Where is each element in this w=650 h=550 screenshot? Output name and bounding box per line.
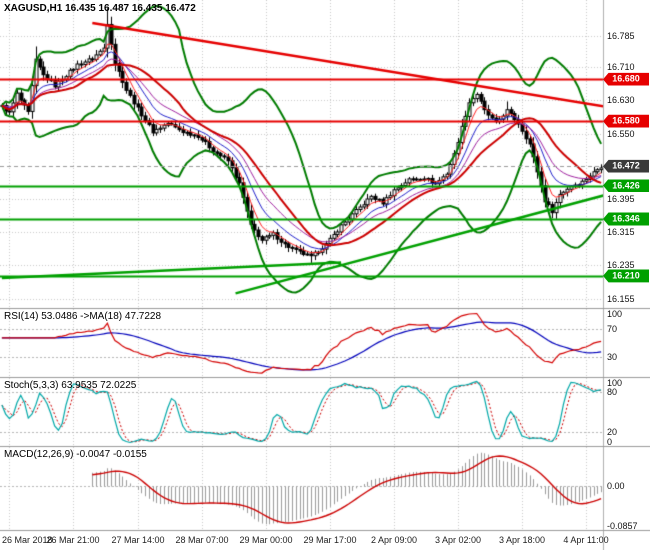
time-axis-label: 4 Apr 11:00	[563, 535, 609, 545]
macd-axis-tick: 0.00	[607, 480, 625, 491]
time-axis-label: 27 Mar 14:00	[111, 535, 165, 545]
stoch-axis-tick: 80	[607, 386, 618, 397]
price-axis-tick: 16.155	[607, 293, 635, 304]
price-axis-tick: 16.235	[607, 260, 635, 271]
time-axis-label: 3 Apr 18:00	[498, 535, 546, 545]
symbol-ohlc-label: XAGUSD,H1 16.435 16.487 16.435 16.472	[4, 3, 196, 14]
price-axis-tick: 16.710	[607, 61, 635, 72]
price-axis-tick: 16.785	[607, 30, 635, 41]
time-axis-label: 26 Mar 21:00	[46, 535, 100, 545]
stoch-indicator-label: Stoch(5,3,3) 63.9535 72.0225	[4, 380, 137, 391]
stoch-axis-tick: 100	[607, 378, 623, 388]
macd-axis-tick: -0.0857	[607, 521, 638, 531]
macd-indicator-label: MACD(12,26,9) -0.0047 -0.0155	[4, 449, 147, 460]
rsi-axis-tick: 100	[607, 309, 623, 319]
rsi-axis-tick: 70	[607, 324, 618, 335]
price-tag-16.580: 16.580	[603, 114, 649, 128]
time-axis-label: 2 Apr 09:00	[370, 535, 418, 545]
price-tag-16.472: 16.472	[603, 159, 649, 173]
time-axis-label: 29 Mar 00:00	[239, 535, 293, 545]
time-axis-label: 3 Apr 02:00	[434, 535, 482, 545]
price-axis-tick: 16.395	[607, 193, 635, 204]
price-axis-tick: 16.550	[607, 128, 635, 139]
rsi-axis-tick: 30	[607, 351, 618, 362]
time-axis-label: 26 Mar 2018	[2, 535, 53, 545]
price-tag-16.426: 16.426	[603, 179, 649, 193]
price-tag-16.210: 16.210	[603, 269, 649, 283]
time-axis-label: 28 Mar 07:00	[175, 535, 229, 545]
stoch-axis-tick: 20	[607, 427, 618, 438]
price-tag-16.346: 16.346	[603, 212, 649, 226]
price-axis-tick: 16.315	[607, 226, 635, 237]
price-axis-tick: 16.630	[607, 95, 635, 106]
stoch-axis-tick: 0	[607, 437, 613, 447]
rsi-indicator-label: RSI(14) 53.0486 ->MA(18) 47.7228	[4, 311, 162, 322]
time-axis-label: 29 Mar 17:00	[303, 535, 357, 545]
price-tag-16.680: 16.680	[603, 72, 649, 86]
